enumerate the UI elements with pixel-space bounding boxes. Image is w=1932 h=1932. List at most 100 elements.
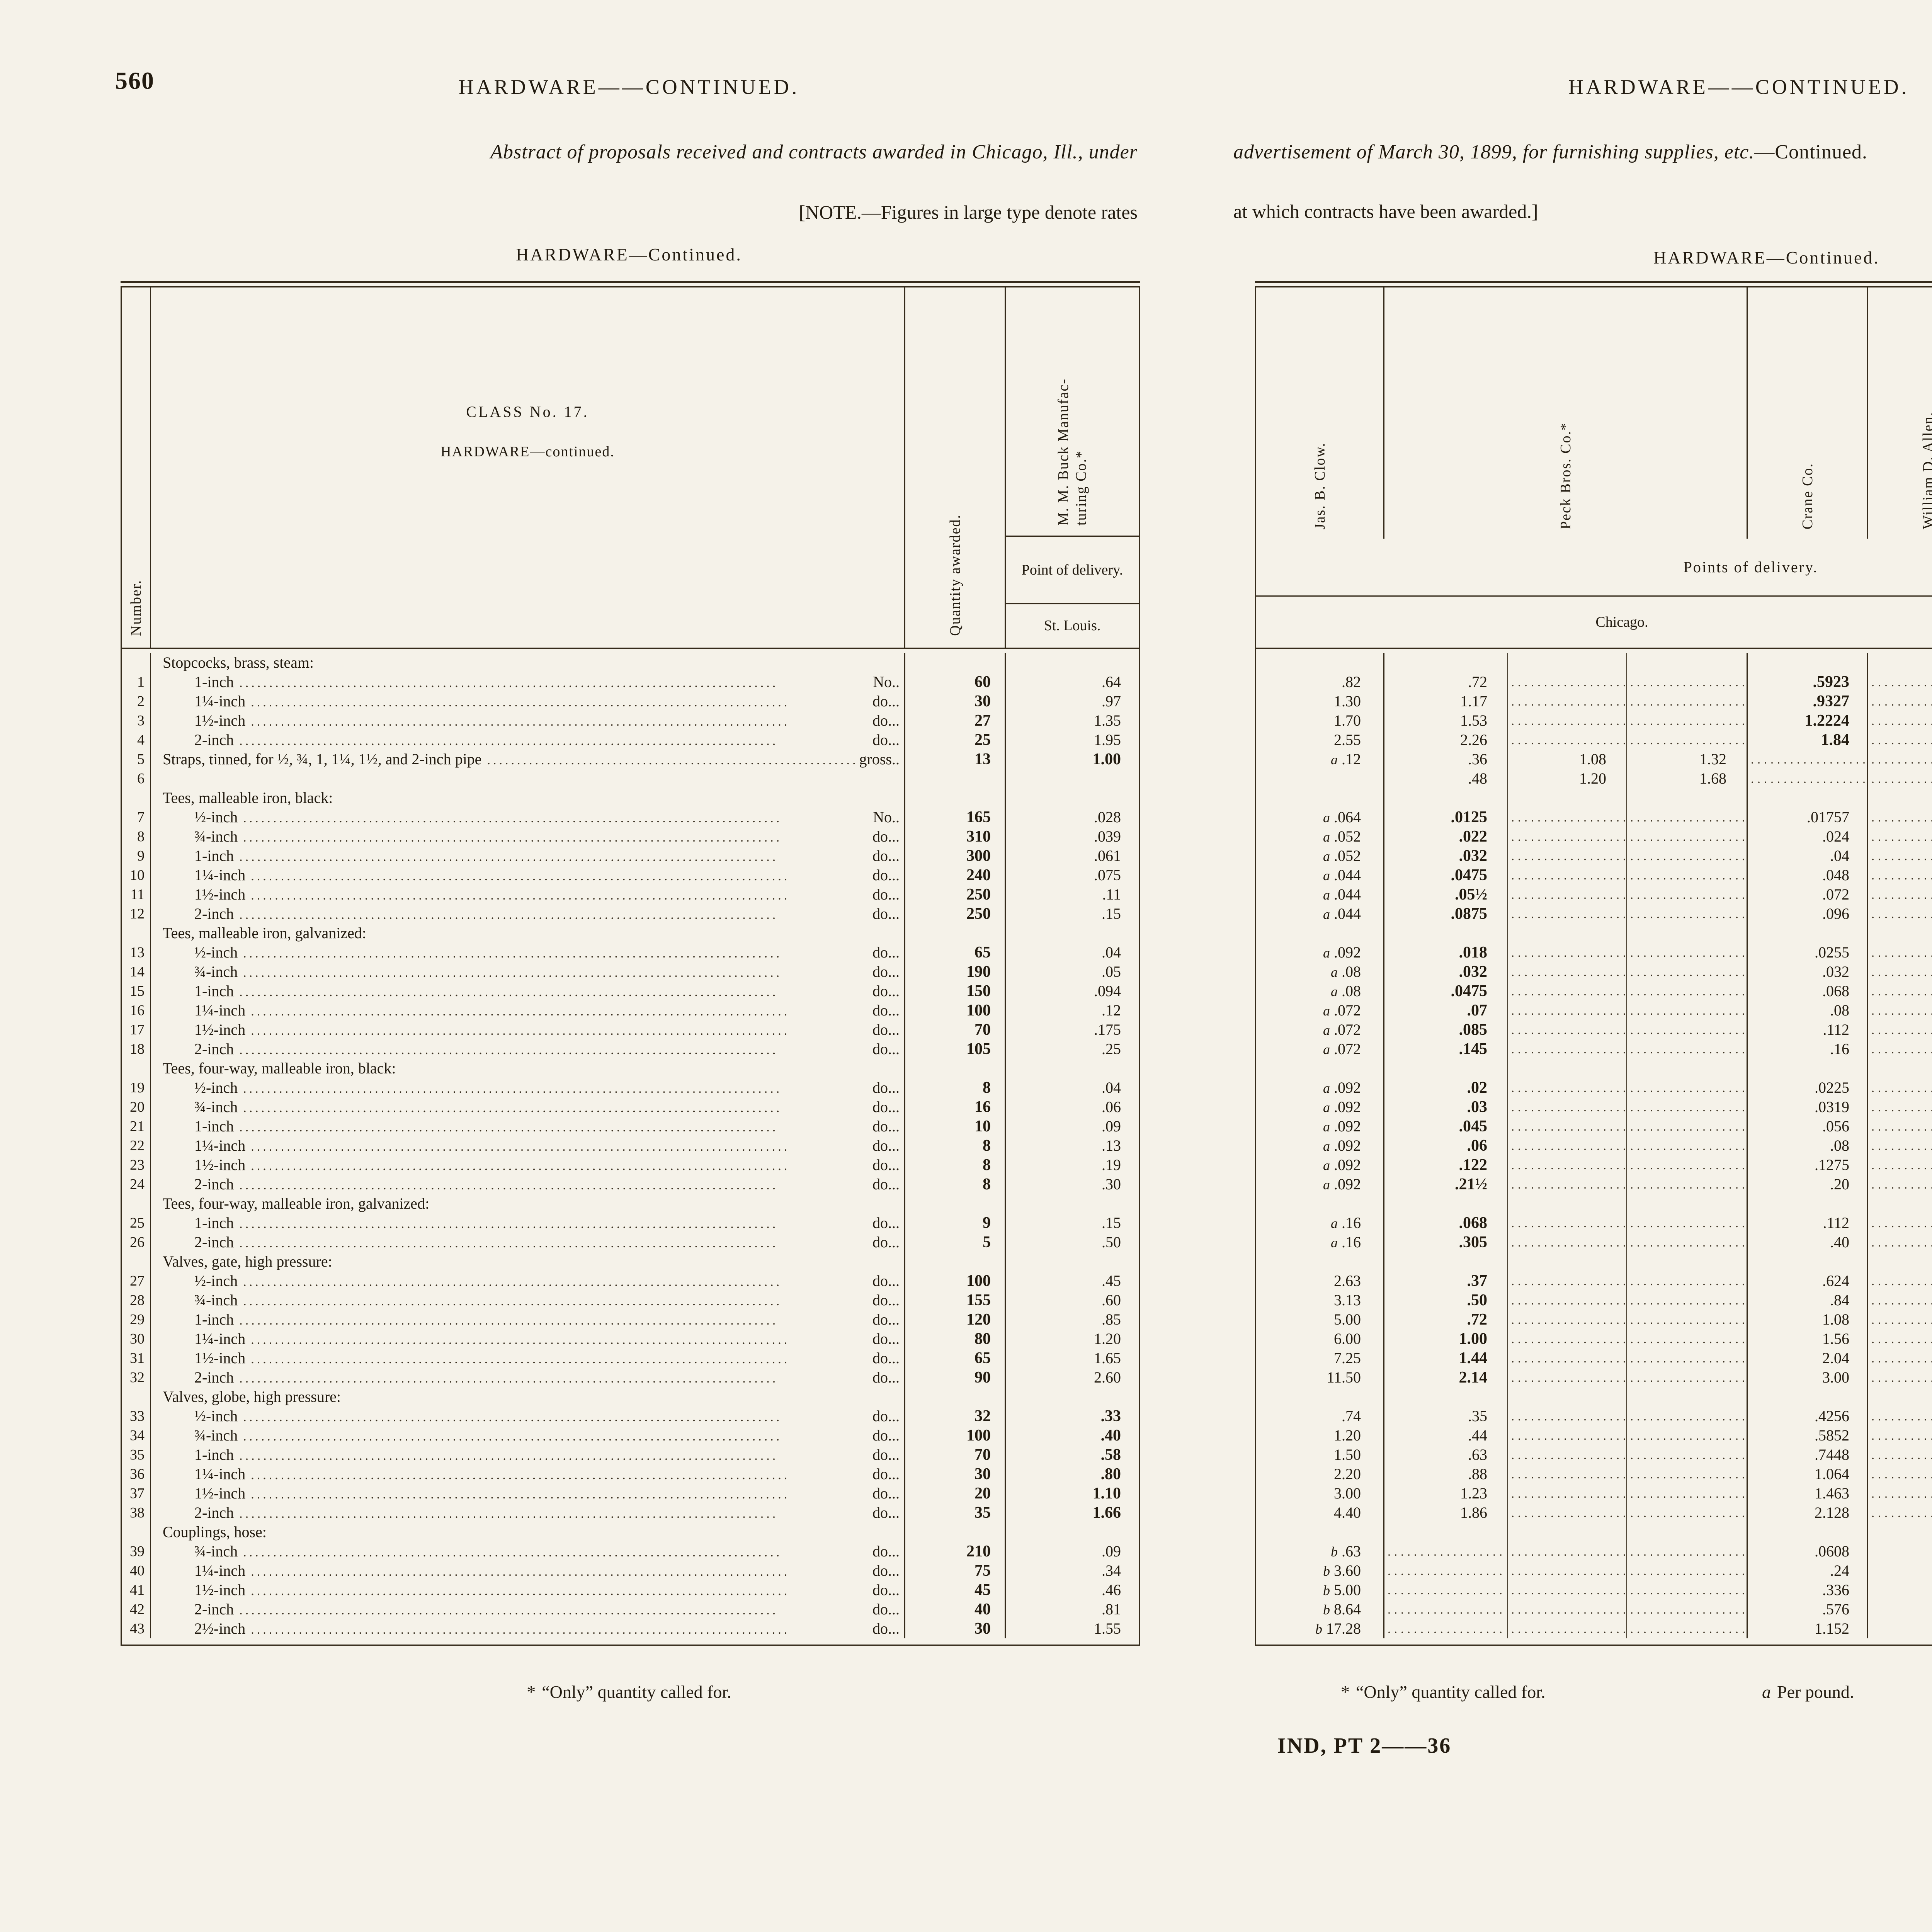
table-row: b 8.64...................................… xyxy=(1256,1600,1932,1619)
item-description: 2-inch..................................… xyxy=(151,1368,905,1387)
allen-price: .25 xyxy=(1868,1561,1932,1580)
peck3-price: ........................................… xyxy=(1627,1561,1748,1580)
footnote-marker: a xyxy=(1323,810,1330,825)
price-value: .44 xyxy=(1468,1427,1487,1444)
price-value: a .08 xyxy=(1331,982,1361,1000)
quantity-awarded xyxy=(905,653,1006,672)
table-row: a .044 .05½...............................… xyxy=(1256,885,1932,904)
peck-price xyxy=(1384,1059,1508,1078)
peck3-price xyxy=(1627,653,1748,672)
dot-leader: ........................................… xyxy=(1871,733,1932,747)
price-value: 1.064 xyxy=(1815,1465,1849,1483)
crane-price: 1.56 xyxy=(1748,1329,1868,1349)
quantity-awarded: 105 xyxy=(905,1039,1006,1059)
row-number: 8 xyxy=(122,827,151,846)
price-value: .63 xyxy=(1468,1446,1487,1463)
price-value: a .052 xyxy=(1323,847,1361,864)
price-value: .068 xyxy=(1459,1214,1488,1232)
unit-label: do... xyxy=(872,1311,900,1328)
item-description: 2-inch..................................… xyxy=(151,1175,905,1194)
dot-leader: ........................................… xyxy=(1511,1622,1626,1636)
dot-leader: ........................................… xyxy=(1871,965,1932,979)
buck-price: .40 xyxy=(1006,1426,1139,1445)
buck-price: .85 xyxy=(1006,1310,1139,1329)
unit-label: do... xyxy=(872,1581,900,1599)
dot-leader: ........................................… xyxy=(1511,1313,1626,1327)
price-value: .175 xyxy=(1094,1021,1121,1038)
peck2-price: ........................................… xyxy=(1508,1580,1627,1600)
table-row: a .092 .03................................… xyxy=(1256,1097,1932,1117)
footnote-marker: a xyxy=(1323,829,1330,845)
quantity-awarded: 5 xyxy=(905,1233,1006,1252)
peck2-price: 1.20 xyxy=(1508,769,1627,788)
price-value: .022 xyxy=(1459,828,1488,845)
quantity-value: 75 xyxy=(975,1562,991,1580)
peck3-price: ........................................… xyxy=(1627,1406,1748,1426)
allen-price: ........................................… xyxy=(1868,1213,1932,1233)
item-description: ¾-inch..................................… xyxy=(151,1097,905,1117)
dot-leader: ........................................… xyxy=(1511,1293,1626,1307)
clow-price: 1.50 xyxy=(1256,1445,1384,1464)
clow-price xyxy=(1256,1194,1384,1213)
dot-leader: ........................................… xyxy=(1511,810,1626,824)
table-row: 30 1¼-inch...............................… xyxy=(122,1329,1139,1349)
dot-leader: ........................................… xyxy=(1871,1332,1932,1346)
allen-price: ........................................… xyxy=(1868,1406,1932,1426)
table-row: a .072 .145...............................… xyxy=(1256,1039,1932,1059)
table-row xyxy=(1256,1252,1932,1271)
row-number xyxy=(122,1252,151,1271)
peck2-price: ........................................… xyxy=(1508,1349,1627,1368)
table-caption-right: HARDWARE—Continued. xyxy=(1653,248,1880,267)
peck2-price: ........................................… xyxy=(1508,692,1627,711)
table-row: Couplings, hose: xyxy=(122,1522,1139,1542)
unit-label: do... xyxy=(872,1330,900,1347)
table-row: 40 1¼-inch...............................… xyxy=(122,1561,1139,1580)
peck-price: .03 xyxy=(1384,1097,1508,1117)
quantity-awarded: 100 xyxy=(905,1426,1006,1445)
price-value: .36 xyxy=(1468,750,1487,768)
dot-leader: ........................................… xyxy=(1630,868,1746,882)
dot-leader: ........................................… xyxy=(239,1236,779,1250)
dot-leader: ........................................… xyxy=(1511,1003,1626,1017)
section-title: Tees, malleable iron, black: xyxy=(163,789,333,806)
row-number: 3 xyxy=(122,711,151,730)
dot-leader: ........................................… xyxy=(251,1622,790,1637)
peck3-price xyxy=(1627,1194,1748,1213)
dot-leader: ........................................… xyxy=(243,966,782,980)
peck2-price: ........................................… xyxy=(1508,981,1627,1001)
clow-price: a .044 xyxy=(1256,885,1384,904)
price-value: a .072 xyxy=(1323,1040,1361,1058)
dot-leader: ........................................… xyxy=(1511,1139,1626,1153)
price-value: .072 xyxy=(1822,886,1849,903)
table-row: a .072 .085...............................… xyxy=(1256,1020,1932,1039)
dot-leader: ........................................… xyxy=(251,695,790,709)
dot-leader: ........................................… xyxy=(1630,1506,1746,1520)
left-footnote: * “Only” quantity called for. xyxy=(121,1682,1138,1702)
crane-price xyxy=(1748,1252,1868,1271)
table-row: 17 1½-inch...............................… xyxy=(122,1020,1139,1039)
price-value: 1.66 xyxy=(1092,1504,1121,1522)
peck3-price: ........................................… xyxy=(1627,1155,1748,1175)
row-number: 16 xyxy=(122,1001,151,1020)
clow-price: b 5.00 xyxy=(1256,1580,1384,1600)
quantity-awarded: 165 xyxy=(905,808,1006,827)
dot-leader: ........................................… xyxy=(1630,1622,1746,1636)
table-row: a .052 .032...............................… xyxy=(1256,846,1932,866)
dot-leader: ........................................… xyxy=(1630,1313,1746,1327)
unit-label: do... xyxy=(872,1427,900,1444)
peck3-price: ........................................… xyxy=(1627,1310,1748,1329)
item-description: ¾-inch..................................… xyxy=(151,1291,905,1310)
peck2-price xyxy=(1508,1194,1627,1213)
dot-leader: ........................................… xyxy=(1630,907,1746,921)
peck3-price: ........................................… xyxy=(1627,1233,1748,1252)
price-value: .5923 xyxy=(1813,673,1850,691)
row-number: 26 xyxy=(122,1233,151,1252)
clow-price: a .12 xyxy=(1256,750,1384,769)
dot-leader: ........................................… xyxy=(243,1082,782,1096)
quantity-awarded xyxy=(905,1387,1006,1406)
quantity-awarded: 75 xyxy=(905,1561,1006,1580)
price-value: .40 xyxy=(1830,1233,1849,1251)
unit-label: do... xyxy=(872,1407,900,1425)
price-value: .0475 xyxy=(1451,982,1488,1000)
dot-leader: ........................................… xyxy=(1630,1429,1746,1442)
